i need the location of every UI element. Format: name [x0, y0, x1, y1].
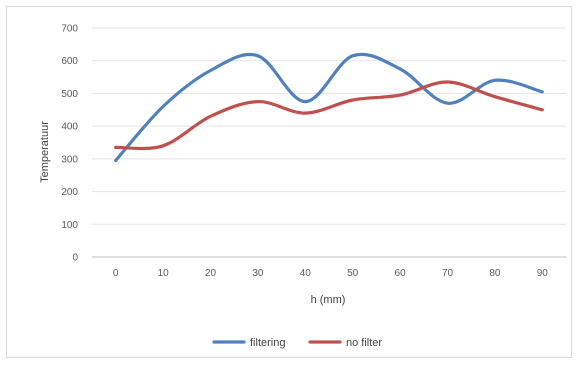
y-axis-ticks: 0 100 200 300 400 500 600 700 — [61, 24, 78, 264]
series-lines — [114, 52, 544, 163]
y-tick-label: 400 — [61, 122, 78, 133]
gridlines — [92, 27, 566, 258]
y-tick-label: 700 — [61, 24, 78, 35]
chart-frame — [6, 6, 572, 358]
x-axis-ticks: 0 10 20 30 40 50 60 70 80 90 — [113, 268, 548, 279]
x-tick-label: 50 — [347, 268, 359, 279]
legend-label: no filter — [346, 337, 382, 349]
legend: filtering no filter — [212, 337, 382, 349]
x-tick-label: 60 — [395, 268, 407, 279]
x-tick-label: 70 — [442, 268, 454, 279]
series-line-no-filter — [114, 80, 544, 151]
y-tick-label: 600 — [61, 56, 78, 67]
series-line-filtering — [114, 52, 544, 163]
y-tick-label: 0 — [72, 253, 78, 264]
x-tick-label: 40 — [300, 268, 312, 279]
x-tick-label: 0 — [113, 268, 119, 279]
x-tick-label: 10 — [158, 268, 170, 279]
x-tick-label: 80 — [489, 268, 501, 279]
x-tick-label: 90 — [537, 268, 549, 279]
y-tick-label: 100 — [61, 220, 78, 231]
x-axis-title: h (mm) — [311, 294, 346, 306]
x-tick-label: 20 — [205, 268, 217, 279]
x-tick-label: 30 — [252, 268, 264, 279]
y-tick-label: 500 — [61, 89, 78, 100]
y-tick-label: 200 — [61, 187, 78, 198]
y-tick-label: 300 — [61, 154, 78, 165]
y-axis-title: Temperatuur — [39, 121, 51, 183]
legend-label: filtering — [250, 337, 285, 349]
